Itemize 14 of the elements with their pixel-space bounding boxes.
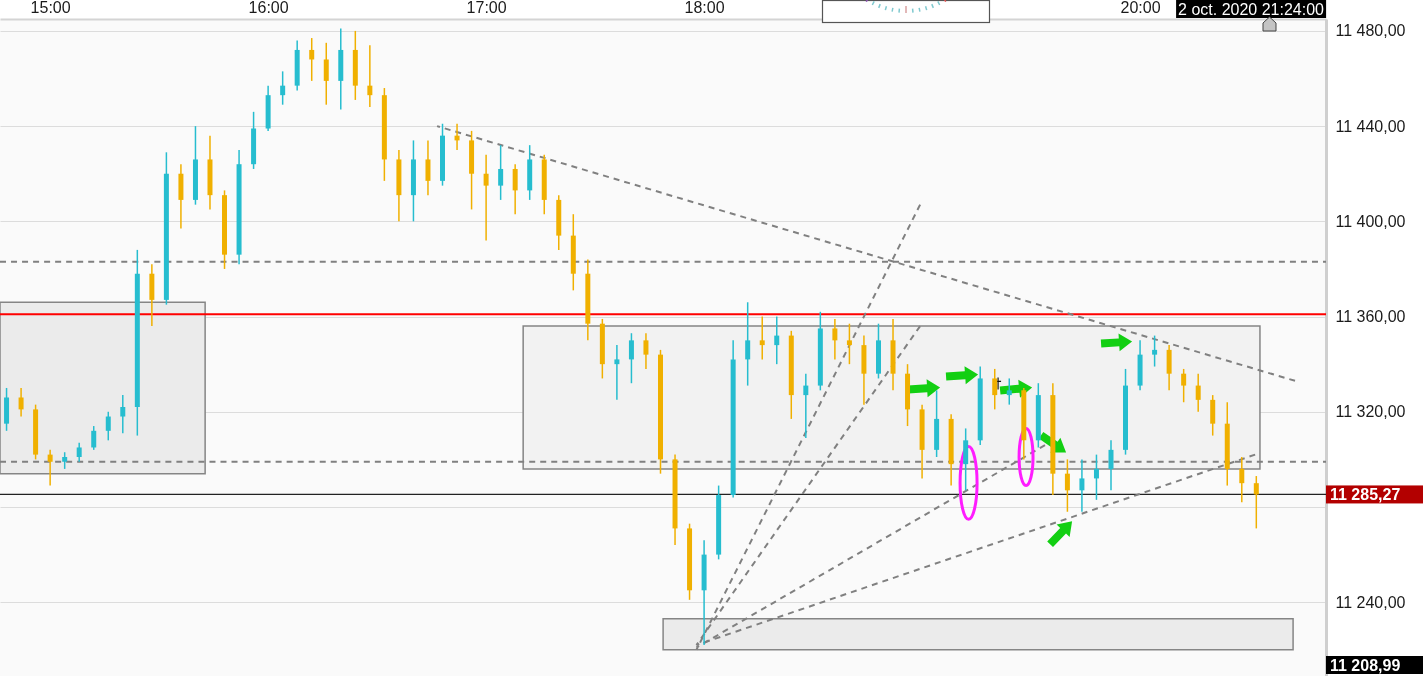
x-tick-label: 17:00 [466, 0, 507, 16]
x-tick-label: 20:00 [1120, 0, 1161, 16]
y-tick-label: 11 320,00 [1335, 403, 1406, 421]
y-tick-label: 11 360,00 [1335, 308, 1406, 326]
x-tick-label: 18:00 [684, 0, 725, 16]
y-tick-label: 11 240,00 [1335, 593, 1406, 611]
y-tick-label: 11 440,00 [1335, 117, 1406, 135]
text: 2 oct. 2020 21:24:00 [1178, 1, 1325, 18]
x-tick-label: 15:00 [30, 0, 71, 16]
text: 11 208,99 [1330, 657, 1401, 674]
ref-line-label: 11 285,27 [1330, 486, 1401, 504]
x-tick-label: 16:00 [248, 0, 289, 16]
y-tick-label: 11 400,00 [1335, 212, 1406, 230]
y-tick-label: 11 480,00 [1335, 22, 1406, 40]
